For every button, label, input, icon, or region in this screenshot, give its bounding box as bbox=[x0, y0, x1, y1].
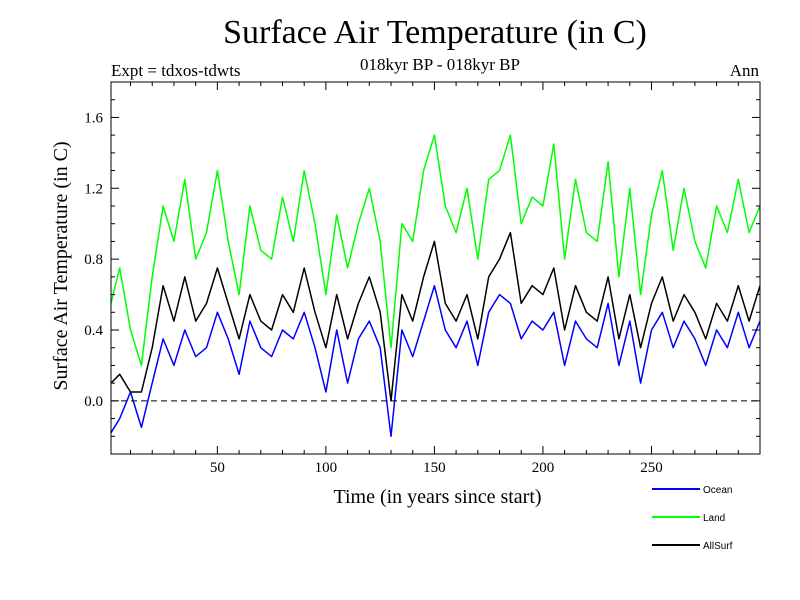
plot-frame bbox=[110, 81, 761, 455]
series-line-ocean bbox=[110, 284, 761, 438]
series-line-land bbox=[110, 134, 761, 367]
y-tick-label: 1.2 bbox=[84, 181, 103, 197]
axes-layer: 50 100 150 200 250 0.0 0.4 0.8 1.2 1.6 Time (in ye… bbox=[50, 81, 761, 508]
legend-label-allsurf: AllSurf bbox=[703, 541, 733, 552]
x-tick-label: 150 bbox=[423, 460, 446, 476]
y-tick-label: 0.4 bbox=[84, 323, 103, 339]
y-tick-label: 0.0 bbox=[84, 394, 103, 410]
y-axis-title: Surface Air Temperature (in C) bbox=[50, 141, 72, 390]
x-tick-label: 50 bbox=[210, 460, 225, 476]
x-tick-label: 100 bbox=[315, 460, 338, 476]
period-label: Ann bbox=[729, 61, 759, 80]
legend-label-land: Land bbox=[703, 513, 725, 524]
chart-title: Surface Air Temperature (in C) bbox=[223, 14, 647, 51]
x-axis-title: Time (in years since start) bbox=[333, 486, 541, 508]
x-tick-label: 200 bbox=[532, 460, 555, 476]
experiment-label: Expt = tdxos-tdwts bbox=[111, 61, 241, 80]
legend-label-ocean: Ocean bbox=[703, 485, 732, 496]
series-layer bbox=[110, 134, 761, 438]
x-tick-label: 250 bbox=[640, 460, 663, 476]
chart-subtitle: 018kyr BP - 018kyr BP bbox=[360, 55, 520, 74]
series-line-allsurf bbox=[110, 231, 761, 402]
y-tick-label: 1.6 bbox=[84, 110, 103, 126]
y-tick-label: 0.8 bbox=[84, 252, 103, 268]
legend: Ocean Land AllSurf bbox=[652, 485, 733, 552]
